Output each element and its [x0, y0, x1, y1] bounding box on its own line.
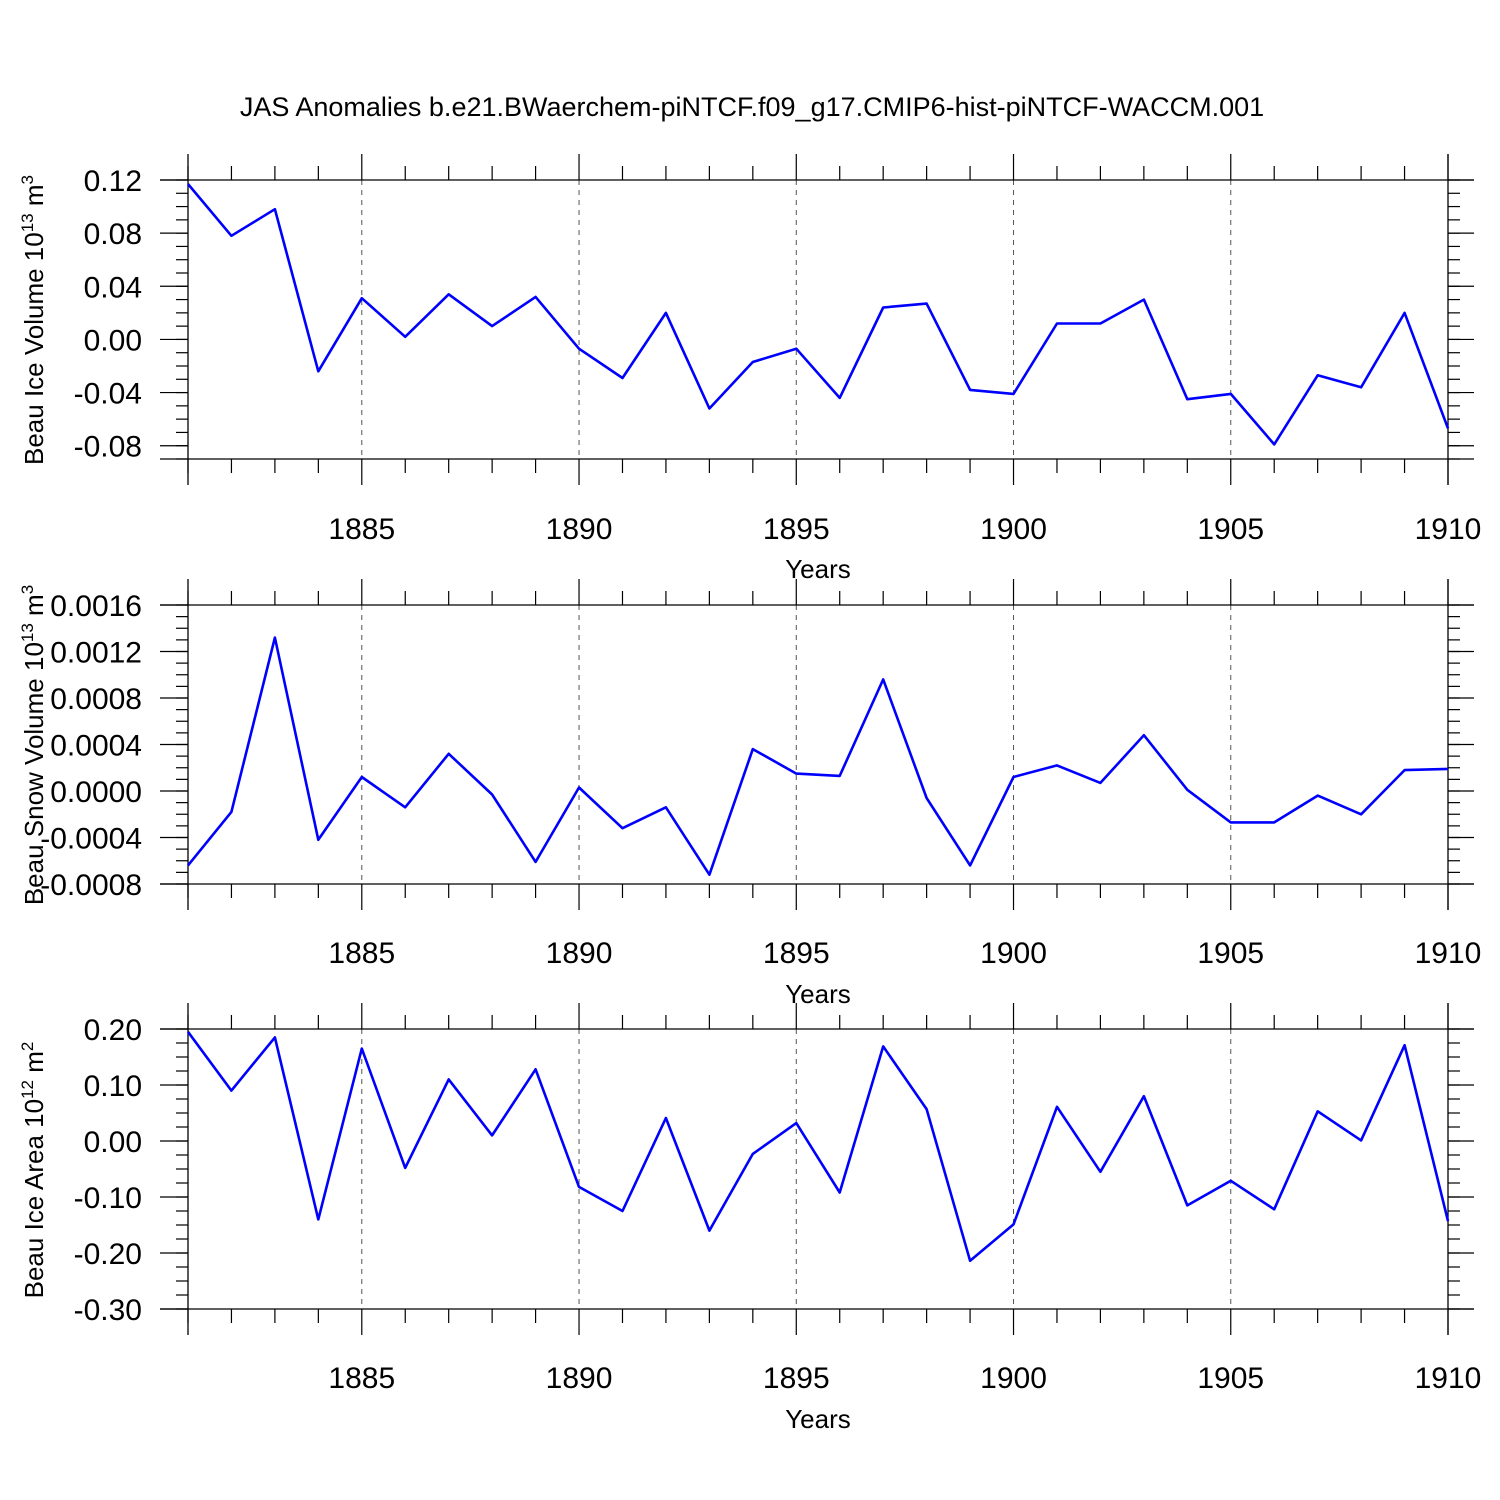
- y-tick-label: 0.04: [84, 271, 142, 304]
- y-tick-label: 0.0004: [50, 730, 142, 763]
- y-tick-label: 0.0000: [50, 776, 142, 809]
- x-tick-label: 1905: [1197, 1362, 1264, 1395]
- y-tick-label: 0.20: [84, 1014, 142, 1047]
- panel-1: 0.12 0.08 0.04 0.00 -0.04 -0.08 1885 1890 1895 19…: [18, 154, 1481, 584]
- x-tick-label: 1910: [1415, 513, 1482, 546]
- y-axis-label: Beau Ice Area 1012 m2: [18, 1042, 49, 1299]
- y-tick-label: -0.10: [74, 1182, 142, 1215]
- y-axis-label: Beau Snow Volume 1013 m3: [18, 585, 49, 905]
- x-tick-label: 1910: [1415, 937, 1482, 970]
- panel-3: 0.20 0.10 0.00 -0.10 -0.20 -0.30 1885 1890 1895 1…: [18, 1003, 1481, 1434]
- x-tick-label: 1905: [1197, 513, 1264, 546]
- series-line: [186, 636, 1449, 877]
- x-tick-label: 1885: [328, 513, 395, 546]
- x-tick-label: 1890: [546, 937, 613, 970]
- y-axis-label: Beau Ice Volume 1013 m3: [18, 175, 49, 465]
- x-axis-label: Years: [785, 1404, 851, 1434]
- y-tick-label: -0.20: [74, 1238, 142, 1271]
- y-tick-label: -0.0008: [40, 869, 142, 902]
- x-tick-label: 1895: [763, 937, 830, 970]
- x-tick-label: 1895: [763, 1362, 830, 1395]
- y-tick-label: 0.00: [84, 1126, 142, 1159]
- y-tick-label: 0.10: [84, 1070, 142, 1103]
- chart-title: JAS Anomalies b.e21.BWaerchem-piNTCF.f09…: [240, 92, 1264, 122]
- y-tick-label: 0.08: [84, 218, 142, 251]
- series-line: [186, 1031, 1450, 1263]
- y-tick-label: 0.12: [84, 165, 142, 198]
- x-axis-label: Years: [785, 979, 851, 1009]
- x-tick-label: 1900: [980, 937, 1047, 970]
- y-tick-label: 0.0012: [50, 637, 142, 670]
- y-tick-label: 0.0016: [50, 590, 142, 623]
- x-tick-label: 1890: [546, 513, 613, 546]
- panel-2: 0.0016 0.0012 0.0008 0.0004 0.0000 -0.0004 -0.…: [18, 579, 1481, 1009]
- x-tick-label: 1910: [1415, 1362, 1482, 1395]
- y-tick-label: -0.08: [74, 431, 142, 464]
- y-tick-label: -0.30: [74, 1294, 142, 1327]
- y-tick-label: -0.04: [74, 378, 142, 411]
- x-tick-label: 1900: [980, 1362, 1047, 1395]
- y-tick-label: -0.0004: [40, 823, 142, 856]
- y-tick-label: 0.0008: [50, 683, 142, 716]
- x-axis-label: Years: [785, 554, 851, 584]
- y-tick-label: 0.00: [84, 324, 142, 357]
- x-tick-label: 1905: [1197, 937, 1264, 970]
- x-tick-label: 1900: [980, 513, 1047, 546]
- x-tick-label: 1895: [763, 513, 830, 546]
- x-tick-label: 1885: [328, 1362, 395, 1395]
- x-tick-label: 1885: [328, 937, 395, 970]
- x-tick-label: 1890: [546, 1362, 613, 1395]
- series-line: [187, 183, 1450, 446]
